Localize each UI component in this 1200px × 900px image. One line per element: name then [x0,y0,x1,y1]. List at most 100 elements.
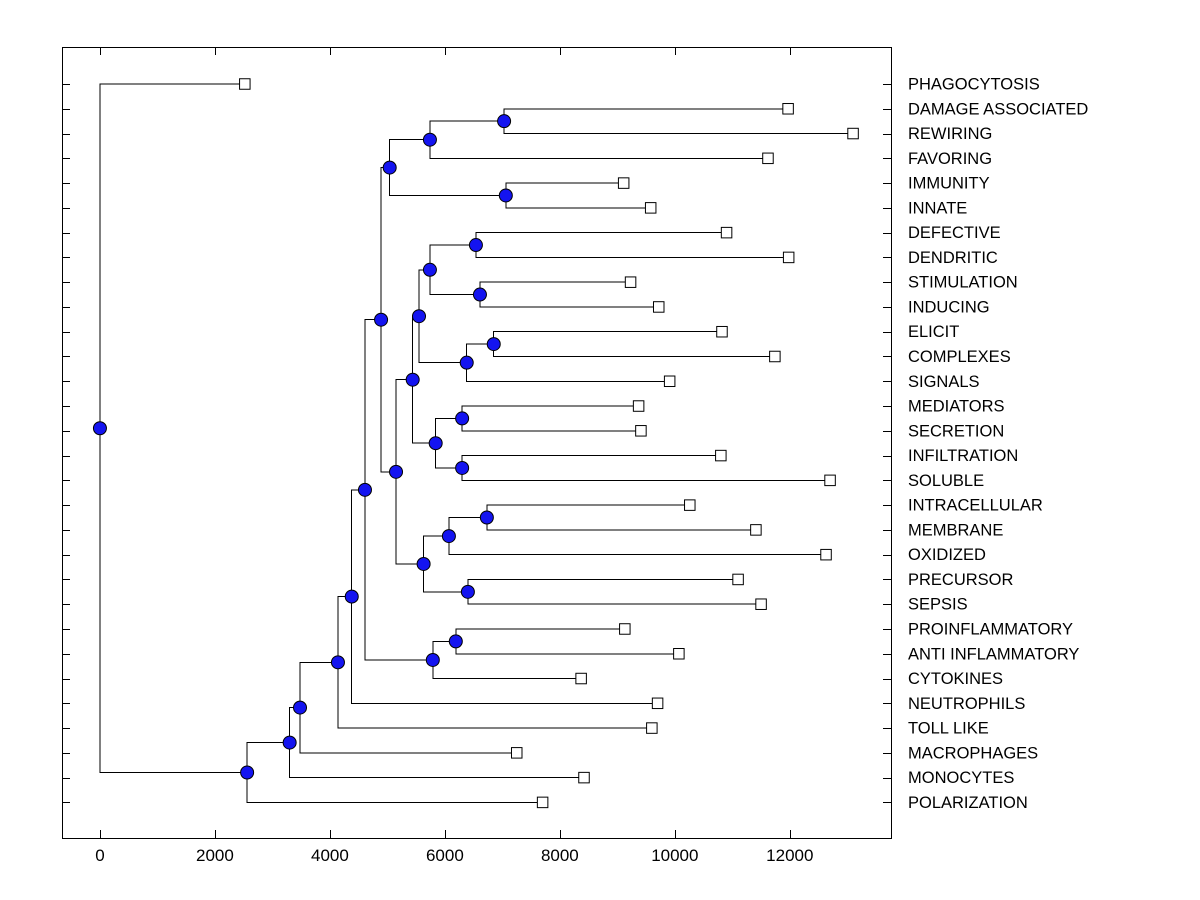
branch-N17 [467,578,762,605]
branch-node-dot-N19 [389,464,404,479]
branch-N5 [475,232,789,258]
branch-N15 [486,504,756,531]
leaf-label-L6: DEFECTIVE [908,224,1001,242]
branch-node-dot-N12 [455,460,470,475]
branch-N11 [461,405,641,432]
branch-N21 [455,628,679,655]
leaf-label-L0: PHAGOCYTOSIS [908,76,1040,94]
branch-node-dot-N21 [448,634,463,649]
leaf-marker-L14 [635,425,647,437]
leaf-label-L25: NEUTROPHILS [908,695,1025,713]
branch-node-dot-N3 [498,188,513,203]
leaf-label-L5: INNATE [908,199,967,217]
branch-node-dot-N13 [428,436,443,451]
branch-node-dot-N28 [240,765,255,780]
x-tick-label: 10000 [651,846,698,865]
branch-node-dot-N5 [468,238,483,253]
leaf-label-L1: DAMAGE ASSOCIATED [908,100,1088,118]
x-tick-label: 8000 [541,846,579,865]
x-tick-label: 4000 [311,846,349,865]
branch-N8 [493,331,775,357]
leaf-label-L27: MACROPHAGES [908,744,1038,762]
leaf-label-L13: MEDIATORS [908,398,1005,416]
leaf-marker-L17 [684,499,696,511]
x-tick-label: 2000 [196,846,234,865]
branches-group [99,83,854,803]
branch-node-dot-N23 [357,482,372,497]
branch-N24 [351,489,658,704]
leaf-marker-L8 [624,276,637,288]
leaf-marker-L6 [720,226,733,239]
branch-node-dot-N27 [282,735,297,750]
leaf-marker-L0 [239,78,251,90]
branch-N23 [364,319,433,661]
leaf-marker-L4 [617,177,630,189]
leaf-marker-L16 [824,474,836,487]
branch-node-dot-N18 [416,556,431,571]
leaf-marker-L13 [632,400,645,412]
leaf-label-L26: TOLL LIKE [908,720,989,738]
branch-N10 [418,269,467,364]
branch-node-dot-N29 [92,421,107,436]
branch-node-dot-N2 [422,132,437,147]
leaf-marker-L3 [762,152,774,165]
branch-N25 [337,596,652,729]
leaf-marker-L28 [578,771,590,784]
leaf-marker-L29 [536,796,549,809]
leaf-label-L3: FAVORING [908,150,992,168]
leaf-marker-L5 [644,202,657,214]
leaf-marker-L2 [847,127,859,140]
branch-node-dot-N7 [422,262,437,277]
leaf-marker-L23 [673,648,685,660]
leaf-label-L20: PRECURSOR [908,571,1014,589]
leaf-marker-L19 [820,548,832,561]
leaf-marker-L25 [651,697,664,710]
leaf-marker-L27 [510,747,523,759]
leaf-marker-L22 [619,623,631,635]
leaf-label-L19: OXIDIZED [908,546,986,564]
leaf-label-L21: SEPSIS [908,596,968,614]
axes-box-group [62,47,892,839]
leaf-label-L11: COMPLEXES [908,348,1011,366]
branch-N12 [461,455,831,481]
leaf-label-L8: STIMULATION [908,274,1018,292]
branch-N7 [429,244,480,296]
leaf-label-L4: IMMUNITY [908,175,990,193]
branch-N26 [299,661,517,754]
x-tick-label: 0 [95,846,104,865]
leaf-label-L15: INFILTRATION [908,447,1018,465]
branch-N27 [289,707,585,779]
leaf-marker-L1 [782,103,794,115]
leaf-label-L7: DENDRITIC [908,249,998,267]
leaf-marker-L9 [652,301,665,313]
branch-N1 [503,108,854,135]
leaf-label-L14: SECRETION [908,422,1004,440]
branch-node-dot-N14 [405,372,420,387]
leaf-marker-L15 [715,449,727,462]
leaf-label-L28: MONOCYTES [908,769,1014,787]
leaf-label-L17: INTRACELLULAR [908,497,1043,515]
leaf-label-L22: PROINFLAMMATORY [908,620,1073,638]
branch-node-dot-N16 [441,529,456,544]
leaf-label-L2: REWIRING [908,125,992,143]
leaf-marker-L12 [663,375,676,388]
leaf-marker-L10 [716,325,728,338]
branch-node-dot-N15 [479,510,494,525]
leaf-marker-L11 [769,350,781,363]
branch-node-dot-N8 [486,337,501,352]
branch-node-dot-N20 [374,312,389,327]
branch-N4 [389,139,506,196]
leaf-marker-L24 [575,672,587,685]
leaf-label-L16: SOLUBLE [908,472,984,490]
branch-N28 [246,742,543,803]
branch-N29 [99,83,248,773]
branch-node-dot-N4 [382,160,397,175]
branch-node-dot-N17 [460,584,475,599]
leaf-label-L24: CYTOKINES [908,670,1003,688]
leaf-marker-L20 [732,573,744,586]
branch-node-dot-N22 [425,652,440,667]
branch-N2 [429,120,768,159]
branch-node-dot-N6 [472,287,487,302]
